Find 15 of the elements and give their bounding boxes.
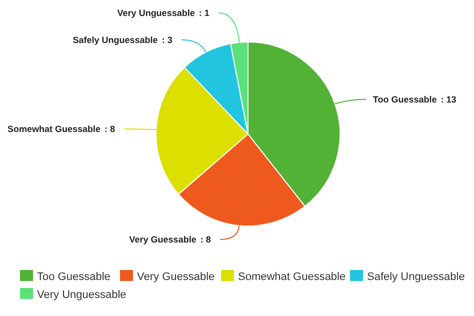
data-label: : 3 <box>162 34 172 45</box>
slice-label: Somewhat Guessable <box>7 124 101 134</box>
legend-label: Very Unguessable <box>37 289 126 301</box>
data-label: : 8 <box>200 234 211 245</box>
legend-label: Very Guessable <box>137 271 215 283</box>
legend-label: Too Guessable <box>37 271 110 283</box>
data-label: : 8 <box>104 124 116 134</box>
slice-label: Safely Unguessable <box>72 34 158 45</box>
legend-label: Somewhat Guessable <box>238 271 346 283</box>
slice-label: Very Unguessable <box>117 8 195 18</box>
legend-label: Safely Unguessable <box>367 271 465 283</box>
data-label: : 13 <box>440 94 456 104</box>
data-label: : 1 <box>198 8 210 18</box>
slice-label: Too Guessable <box>372 94 437 104</box>
slice-label: Very Guessable <box>129 234 196 245</box>
